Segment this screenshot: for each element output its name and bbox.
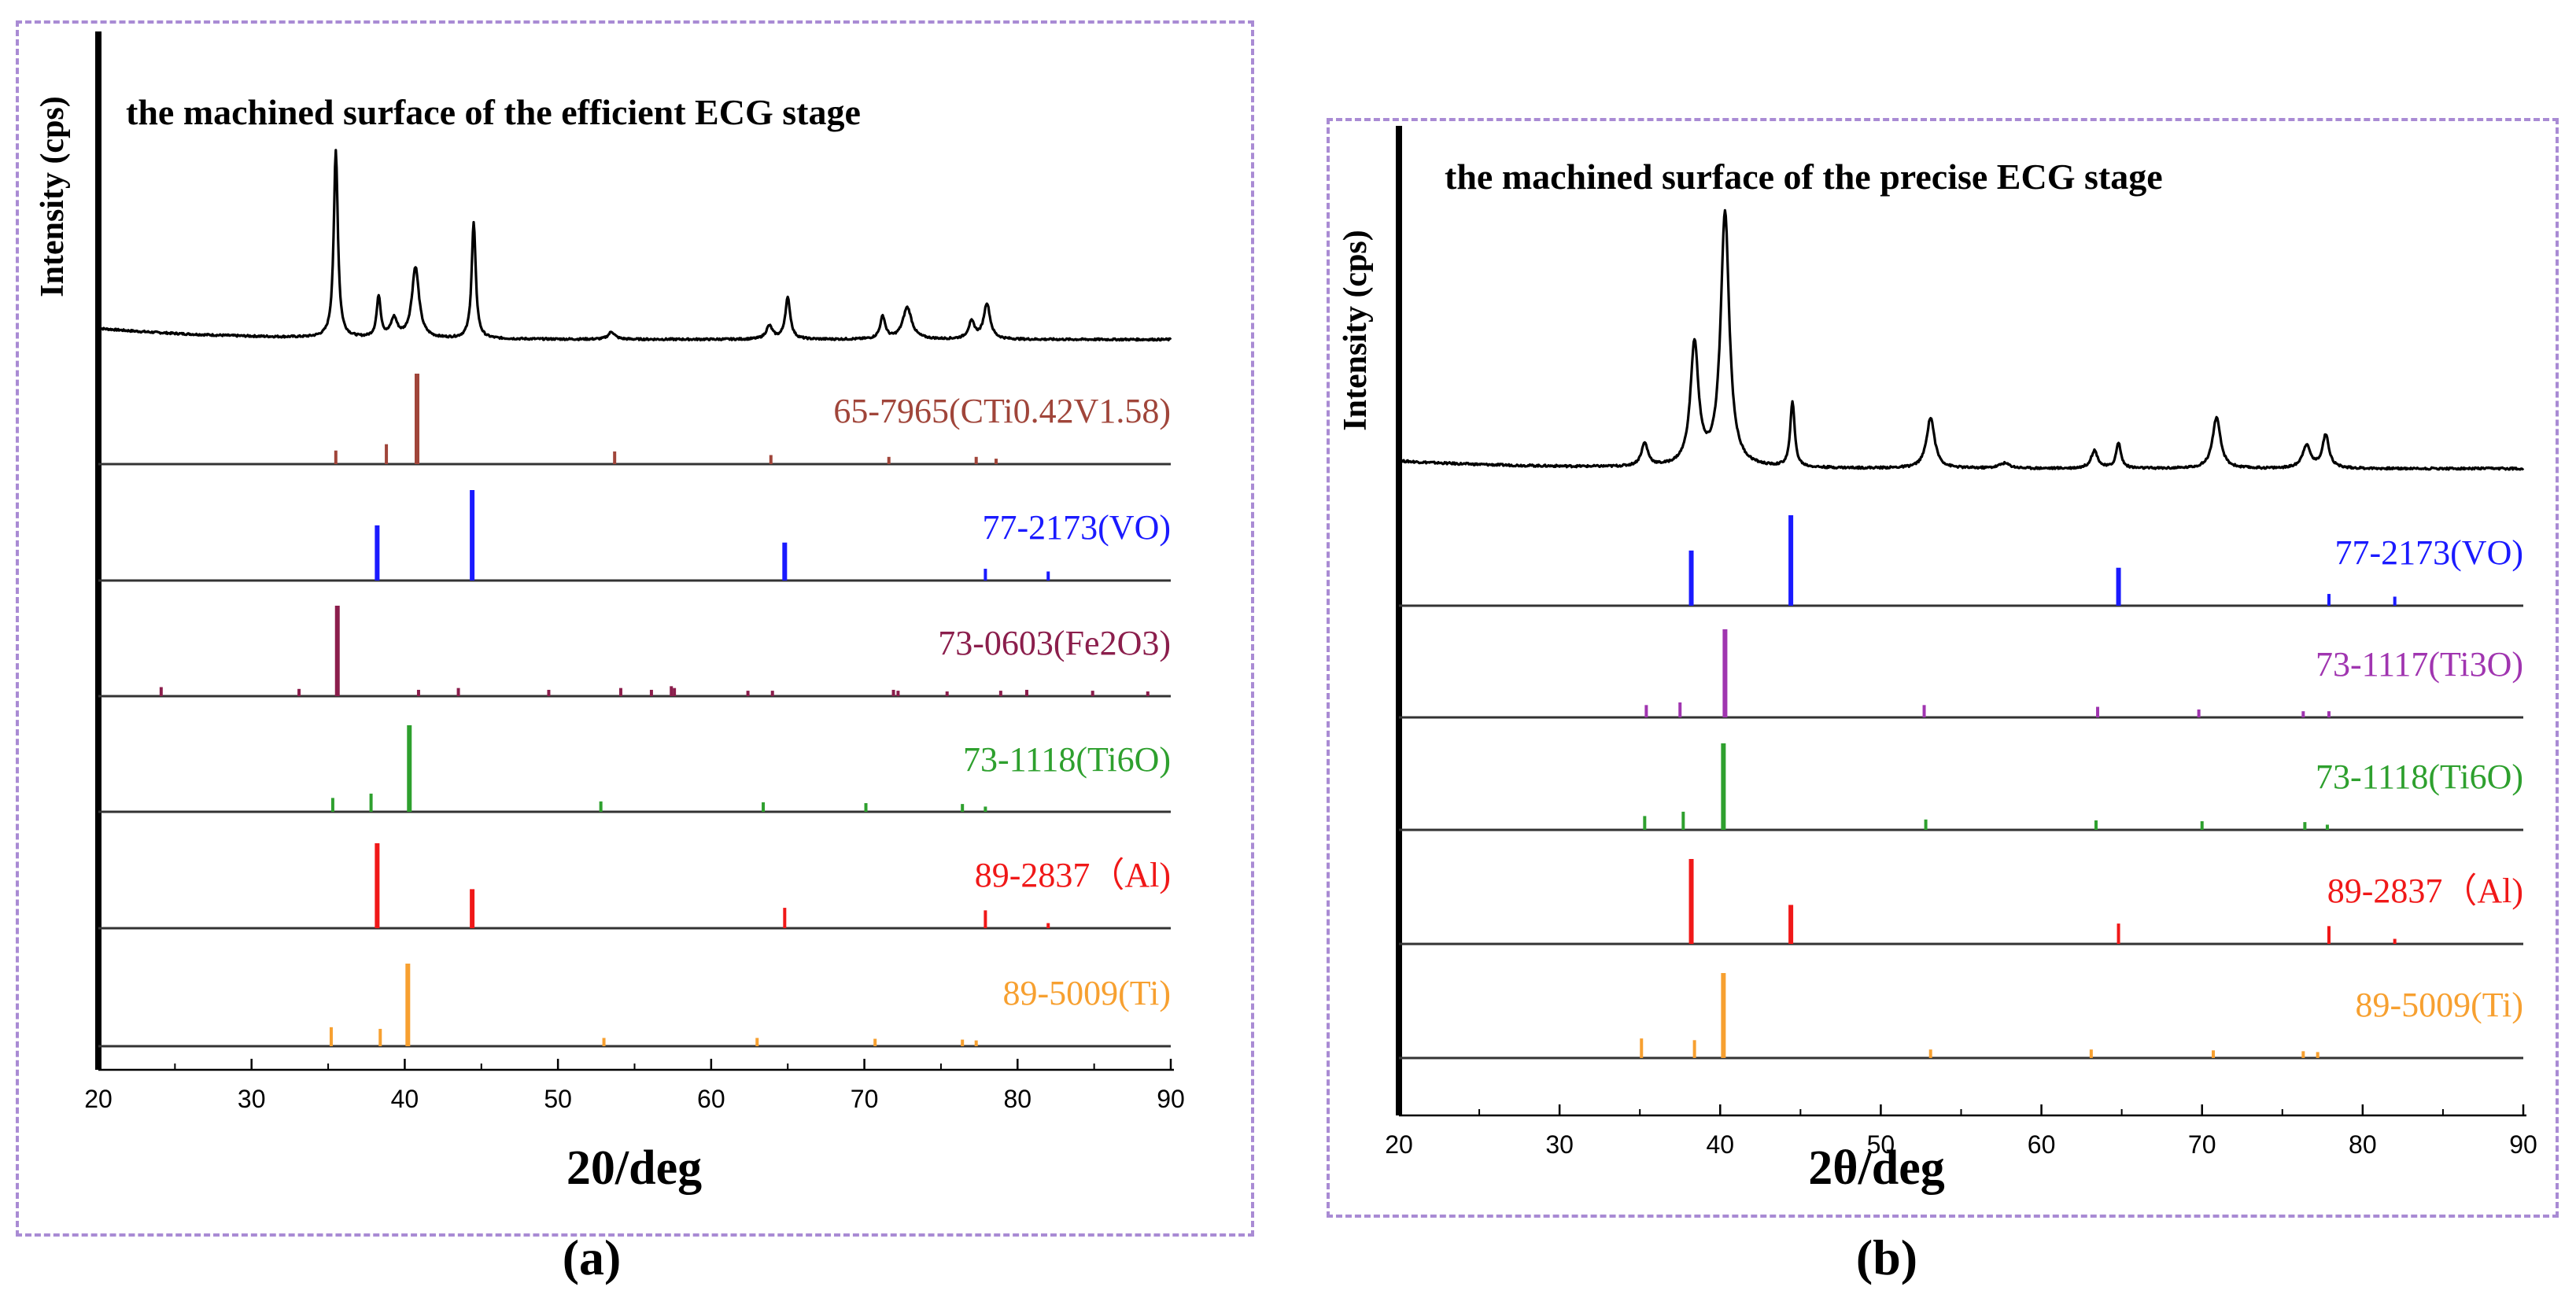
- x-tick-label-b: 20: [1385, 1130, 1413, 1159]
- reference-pattern-a-5: 89-5009(Ti): [98, 964, 1171, 1048]
- panel-label-b: (b): [1855, 1229, 1918, 1285]
- reference-pattern-b-4: 89-5009(Ti): [1399, 973, 2523, 1060]
- reference-pattern-a-0: 65-7965(CTi0.42V1.58): [98, 374, 1171, 466]
- panel-b-frame: [1327, 118, 2559, 1218]
- reference-label: 89-5009(Ti): [2355, 986, 2523, 1024]
- x-tick-label-b: 50: [1867, 1130, 1895, 1159]
- x-tick-label-a: 40: [391, 1085, 419, 1113]
- reference-label: 73-1118(Ti6O): [963, 740, 1171, 779]
- panel-a-frame: [16, 20, 1254, 1237]
- reference-label: 89-2837（Al): [975, 856, 1171, 894]
- x-tick-label-a: 30: [238, 1085, 266, 1113]
- reference-label: 77-2173(VO): [2334, 533, 2523, 572]
- reference-label: 73-1117(Ti3O): [2316, 645, 2523, 684]
- panel-label-a: (a): [562, 1229, 622, 1285]
- reference-label: 77-2173(VO): [982, 508, 1171, 547]
- x-tick-label-a: 70: [851, 1085, 879, 1113]
- y-axis-label-b: Intensity (cps): [1338, 230, 1374, 431]
- reference-label: 73-0603(Fe2O3): [938, 624, 1171, 662]
- x-tick-label-b: 30: [1545, 1130, 1574, 1159]
- reference-label: 65-7965(CTi0.42V1.58): [833, 392, 1171, 430]
- reference-pattern-a-4: 89-2837（Al): [98, 843, 1171, 930]
- measured-pattern-b: [1397, 208, 2525, 471]
- x-tick-label-a: 80: [1003, 1085, 1032, 1113]
- reference-pattern-b-3: 89-2837（Al): [1399, 859, 2523, 946]
- reference-label: 89-2837（Al): [2327, 872, 2523, 910]
- xrd-chart-a: 20 30 40 50 60 70 80 90 the machined surface of …: [35, 31, 1185, 1195]
- reference-label: 89-5009(Ti): [1002, 974, 1171, 1012]
- reference-pattern-a-3: 73-1118(Ti6O): [98, 725, 1171, 813]
- xrd-chart-b: 20 30 40 50 60 70 80 90 the machined surface of …: [1338, 126, 2537, 1195]
- reference-pattern-b-1: 73-1117(Ti3O): [1399, 629, 2523, 719]
- x-tick-label-b: 40: [1706, 1130, 1734, 1159]
- x-tick-label-b: 70: [2188, 1130, 2216, 1159]
- reference-pattern-b-2: 73-1118(Ti6O): [1399, 743, 2523, 831]
- x-tick-label-a: 20: [84, 1085, 113, 1113]
- chart-title-a: the machined surface of the efficient EC…: [126, 92, 861, 132]
- x-tick-label-b: 60: [2028, 1130, 2056, 1159]
- x-tick-label-b: 90: [2509, 1130, 2537, 1159]
- chart-title-b: the machined surface of the precise ECG …: [1445, 157, 2163, 197]
- measured-pattern-a: [98, 149, 1172, 342]
- x-tick-label-a: 60: [697, 1085, 725, 1113]
- x-tick-label-a: 50: [544, 1085, 572, 1113]
- reference-label: 73-1118(Ti6O): [2316, 758, 2523, 796]
- reference-pattern-a-2: 73-0603(Fe2O3): [98, 606, 1171, 698]
- x-axis-label-b: 2θ/deg: [1808, 1141, 1945, 1195]
- reference-pattern-b-0: 77-2173(VO): [1399, 515, 2523, 607]
- reference-pattern-a-1: 77-2173(VO): [98, 490, 1171, 582]
- y-axis-label-a: Intensity (cps): [35, 96, 71, 297]
- x-tick-label-b: 80: [2349, 1130, 2377, 1159]
- x-tick-label-a: 90: [1157, 1085, 1185, 1113]
- x-axis-label-a: 20/deg: [566, 1141, 702, 1195]
